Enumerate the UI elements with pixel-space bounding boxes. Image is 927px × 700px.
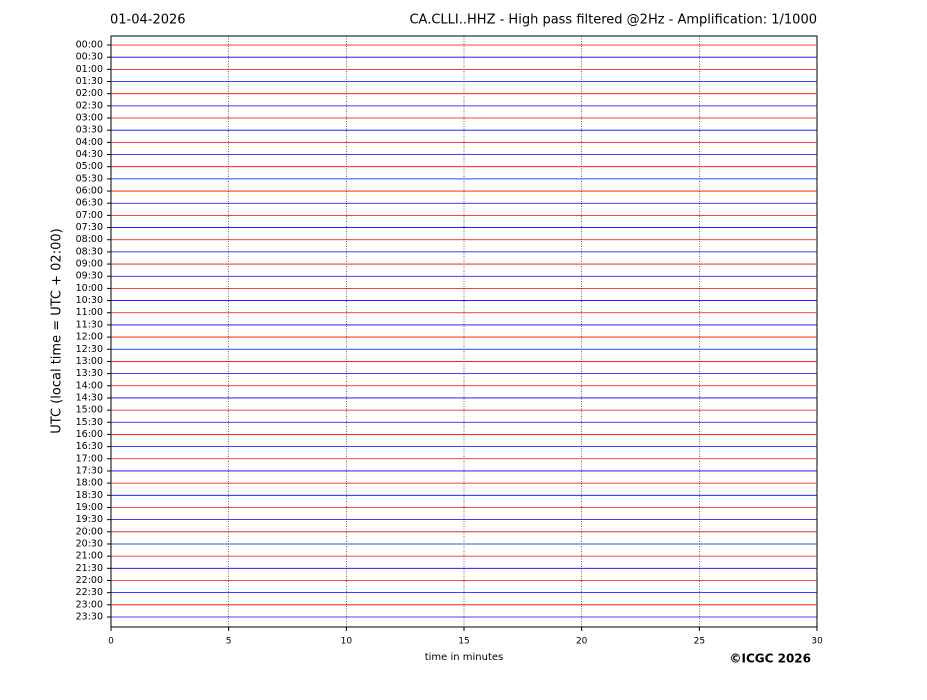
y-tick-label: 20:30 — [76, 538, 103, 549]
y-tick-label: 19:00 — [76, 502, 103, 513]
y-tick-label: 01:30 — [76, 76, 103, 87]
y-tick-label: 18:30 — [76, 490, 103, 501]
y-tick-label: 08:30 — [76, 246, 103, 257]
y-tick-label: 11:00 — [76, 307, 103, 318]
y-tick-label: 08:00 — [76, 234, 103, 245]
y-tick-label: 00:00 — [76, 40, 103, 51]
x-tick-label: 20 — [576, 637, 588, 647]
y-tick-label: 13:30 — [76, 368, 103, 379]
x-tick-label: 30 — [811, 637, 823, 647]
x-axis-label: time in minutes — [425, 652, 504, 663]
x-tick-label: 25 — [694, 637, 705, 647]
y-tick-label: 23:00 — [76, 599, 103, 610]
y-tick-label: 03:00 — [76, 113, 103, 124]
y-tick-label: 17:30 — [76, 465, 103, 476]
y-tick-label: 05:30 — [76, 173, 103, 184]
y-tick-label: 02:00 — [76, 88, 103, 99]
y-tick-label: 15:00 — [76, 405, 103, 416]
y-tick-label: 09:30 — [76, 271, 103, 282]
y-tick-label: 04:30 — [76, 149, 103, 160]
y-tick-label: 06:30 — [76, 198, 103, 209]
credit: ©ICGC 2026 — [729, 652, 811, 666]
y-tick-label: 17:00 — [76, 453, 103, 464]
y-tick-label: 16:30 — [76, 441, 103, 452]
y-tick-label: 12:30 — [76, 344, 103, 355]
y-tick-label: 10:00 — [76, 283, 103, 294]
y-tick-label: 01:00 — [76, 64, 103, 75]
y-tick-label: 15:30 — [76, 417, 103, 428]
y-tick-label: 19:30 — [76, 514, 103, 525]
y-tick-label: 11:30 — [76, 319, 103, 330]
y-tick-label: 21:00 — [76, 551, 103, 562]
y-tick-label: 14:30 — [76, 392, 103, 403]
y-tick-label: 22:30 — [76, 587, 103, 598]
y-tick-label: 14:00 — [76, 380, 103, 391]
y-tick-label: 06:00 — [76, 186, 103, 197]
x-tick-label: 10 — [341, 637, 353, 647]
y-tick-label: 05:00 — [76, 161, 103, 172]
y-tick-label: 20:00 — [76, 526, 103, 537]
y-tick-label: 04:00 — [76, 137, 103, 148]
y-tick-label: 03:30 — [76, 125, 103, 136]
y-tick-label: 18:00 — [76, 478, 103, 489]
x-tick-label: 5 — [226, 637, 232, 647]
y-axis-label: UTC (local time = UTC + 02:00) — [50, 228, 65, 433]
x-tick-label: 15 — [458, 637, 469, 647]
y-tick-label: 23:30 — [76, 612, 103, 623]
y-tick-label: 07:00 — [76, 210, 103, 221]
y-tick-label: 10:30 — [76, 295, 103, 306]
chart-date: 01-04-2026 — [110, 13, 186, 28]
y-tick-label: 12:00 — [76, 332, 103, 343]
x-tick-label: 0 — [108, 637, 114, 647]
y-tick-label: 16:00 — [76, 429, 103, 440]
y-tick-label: 07:30 — [76, 222, 103, 233]
y-tick-label: 00:30 — [76, 52, 103, 63]
y-tick-label: 21:30 — [76, 563, 103, 574]
y-tick-label: 13:00 — [76, 356, 103, 367]
y-tick-label: 02:30 — [76, 100, 103, 111]
y-tick-label: 09:00 — [76, 259, 103, 270]
chart-title: CA.CLLI..HHZ - High pass filtered @2Hz -… — [409, 13, 817, 28]
y-tick-label: 22:00 — [76, 575, 103, 586]
